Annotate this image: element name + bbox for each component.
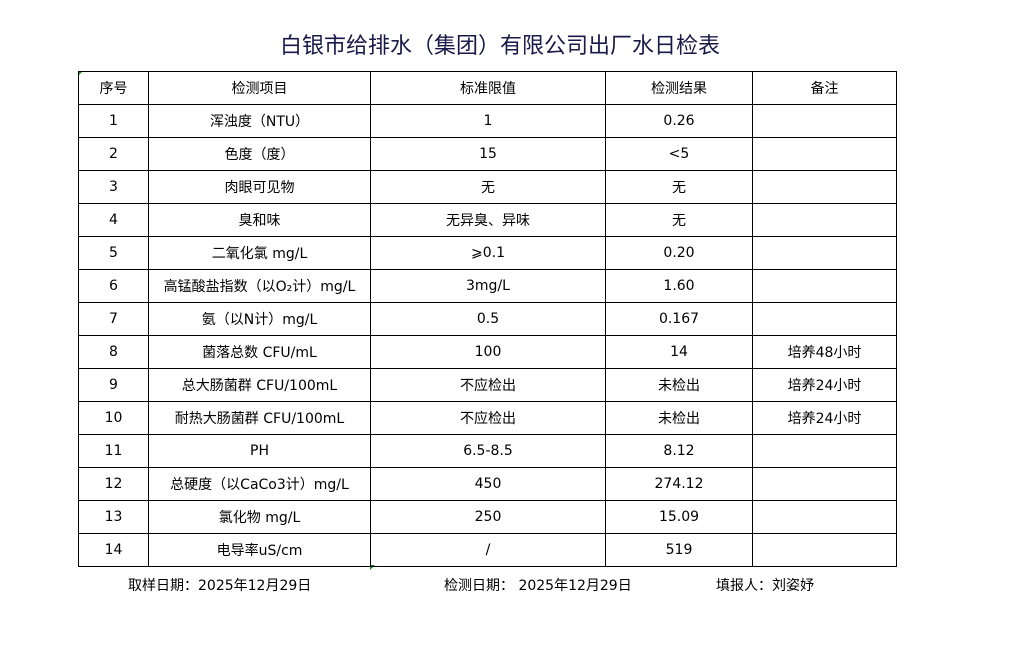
cell-item: 氯化物 mg/L [148,500,371,534]
cell-limit: 无 [370,170,606,204]
table-row: 8 菌落总数 CFU/mL 100 14 培养48小时 [78,335,897,369]
cell-index: 9 [78,368,149,402]
cell-result: 无 [605,203,753,237]
cell-note [752,137,897,171]
cell-limit: 无异臭、异味 [370,203,606,237]
cell-limit: 6.5-8.5 [370,434,606,468]
cell-result: <5 [605,137,753,171]
cell-item: 氨（以N计）mg/L [148,302,371,336]
cell-limit: 0.5 [370,302,606,336]
cell-index: 11 [78,434,149,468]
table-row: 2 色度（度） 15 <5 [78,137,897,171]
cell-index: 6 [78,269,149,303]
cell-limit: ⩾0.1 [370,236,606,270]
header-note: 备注 [752,71,897,105]
cell-item: 总大肠菌群 CFU/100mL [148,368,371,402]
header-index: 序号 [78,71,149,105]
cell-limit: 不应检出 [370,368,606,402]
table-row: 10 耐热大肠菌群 CFU/100mL 不应检出 未检出 培养24小时 [78,401,897,435]
cell-result: 0.167 [605,302,753,336]
cell-note [752,170,897,204]
cell-limit: 100 [370,335,606,369]
reporter: 填报人：刘姿妤 [716,578,814,594]
table-row: 11 PH 6.5-8.5 8.12 [78,434,897,468]
cell-note [752,434,897,468]
cell-index: 10 [78,401,149,435]
cell-note: 培养24小时 [752,368,897,402]
cell-marker [370,565,375,570]
cell-note [752,104,897,138]
header-result: 检测结果 [605,71,753,105]
cell-item: 耐热大肠菌群 CFU/100mL [148,401,371,435]
cell-result: 14 [605,335,753,369]
header-item: 检测项目 [148,71,371,105]
table-row: 4 臭和味 无异臭、异味无 [78,203,897,237]
cell-note [752,203,897,237]
table-header: 序号 检测项目 标准限值 检测结果 备注 [78,71,897,105]
cell-result: 519 [605,533,753,567]
cell-index: 1 [78,104,149,138]
table-row: 14 电导率uS/cm/519 [78,533,897,567]
cell-result: 无 [605,170,753,204]
cell-index: 13 [78,500,149,534]
table-row: 12 总硬度（以CaCo3计）mg/L 450 274.12 [78,467,897,501]
table-row: 9 总大肠菌群 CFU/100mL 不应检出 未检出 培养24小时 [78,368,897,402]
cell-limit: 15 [370,137,606,171]
table-row: 7 氨（以N计）mg/L 0.5 0.167 [78,302,897,336]
cell-note [752,236,897,270]
cell-limit: 不应检出 [370,401,606,435]
cell-item: 总硬度（以CaCo3计）mg/L [148,467,371,501]
table-row: 13 氯化物 mg/L 250 15.09 [78,500,897,534]
table-row: 6 高锰酸盐指数（以O₂计）mg/L 3mg/L 1.60 [78,269,897,303]
cell-item: PH [148,434,371,468]
cell-item: 电导率uS/cm [148,533,371,567]
table-row: 5 二氧化氯 mg/L ⩾0.1 0.20 [78,236,897,270]
cell-item: 肉眼可见物 [148,170,371,204]
cell-item: 臭和味 [148,203,371,237]
page-title: 白银市给排水（集团）有限公司出厂水日检表 [279,34,720,59]
cell-note: 培养48小时 [752,335,897,369]
cell-index: 7 [78,302,149,336]
cell-limit: 3mg/L [370,269,606,303]
cell-index: 5 [78,236,149,270]
cell-note [752,533,897,567]
cell-limit: / [370,533,606,567]
table-row: 3 肉眼可见物无无 [78,170,897,204]
cell-limit: 250 [370,500,606,534]
cell-index: 12 [78,467,149,501]
cell-note [752,467,897,501]
cell-result: 8.12 [605,434,753,468]
cell-item: 色度（度） [148,137,371,171]
cell-result: 15.09 [605,500,753,534]
cell-item: 二氧化氯 mg/L [148,236,371,270]
cell-item: 浑浊度（NTU） [148,104,371,138]
cell-note [752,500,897,534]
cell-index: 4 [78,203,149,237]
cell-item: 高锰酸盐指数（以O₂计）mg/L [148,269,371,303]
sampling-date: 取样日期：2025年12月29日 [128,578,312,594]
cell-result: 未检出 [605,368,753,402]
report-table: 序号 检测项目 标准限值 检测结果 备注 1 浑浊度（NTU） 1 0.26 2 色度（度… [78,71,897,567]
cell-limit: 450 [370,467,606,501]
header-limit: 标准限值 [370,71,606,105]
cell-index: 3 [78,170,149,204]
cell-note [752,269,897,303]
cell-result: 未检出 [605,401,753,435]
cell-limit: 1 [370,104,606,138]
cell-result: 274.12 [605,467,753,501]
cell-index: 8 [78,335,149,369]
cell-item: 菌落总数 CFU/mL [148,335,371,369]
table-row: 1 浑浊度（NTU） 1 0.26 [78,104,897,138]
cell-result: 1.60 [605,269,753,303]
cell-note: 培养24小时 [752,401,897,435]
cell-index: 2 [78,137,149,171]
cell-result: 0.26 [605,104,753,138]
cell-result: 0.20 [605,236,753,270]
cell-index: 14 [78,533,149,567]
testing-date: 检测日期： 2025年12月29日 [444,578,632,594]
cell-note [752,302,897,336]
